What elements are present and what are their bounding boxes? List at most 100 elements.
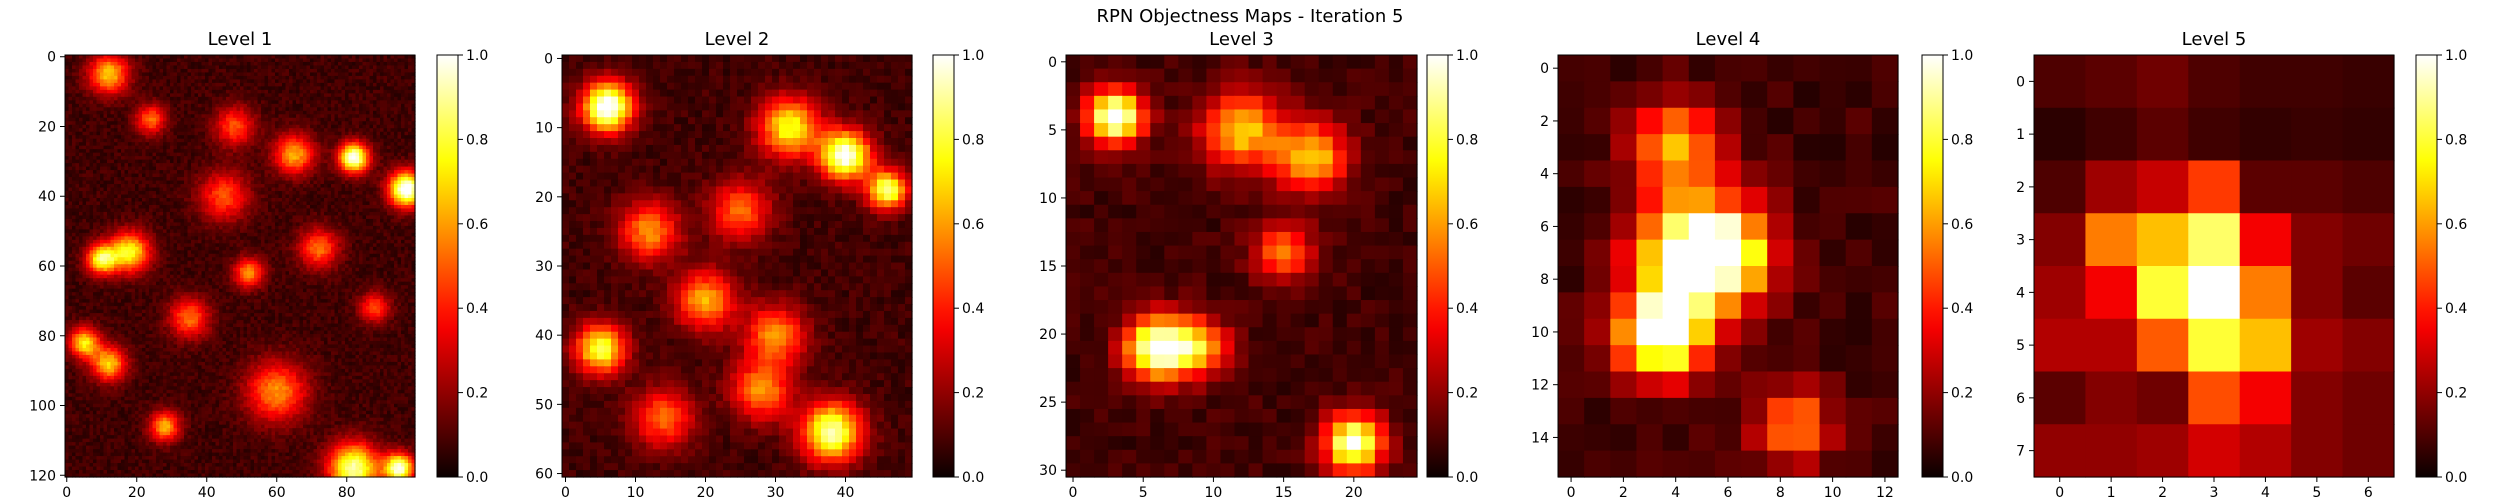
heatmap-cell — [289, 208, 294, 213]
heatmap-cell — [191, 65, 196, 70]
heatmap-cell — [96, 82, 101, 87]
heatmap-cell — [226, 163, 231, 168]
heatmap-cell — [201, 208, 206, 213]
heatmap-cell — [96, 142, 101, 147]
heatmap-cell — [110, 131, 115, 136]
heatmap-cell — [205, 68, 210, 74]
heatmap-cell — [289, 110, 294, 115]
heatmap-cell — [152, 184, 157, 189]
heatmap-cell — [240, 100, 245, 105]
heatmap-cell — [310, 117, 315, 122]
heatmap-cell — [79, 218, 84, 224]
heatmap-cell — [103, 96, 108, 101]
heatmap-cell — [261, 149, 266, 154]
heatmap-cell — [163, 65, 168, 70]
heatmap-cell — [362, 68, 367, 74]
heatmap-cell — [173, 152, 178, 157]
heatmap-cell — [397, 197, 402, 203]
heatmap-cell — [233, 170, 238, 175]
heatmap-cell — [135, 225, 140, 230]
heatmap-cell — [397, 121, 402, 126]
heatmap-cell — [320, 145, 325, 150]
heatmap-cell — [289, 197, 294, 203]
heatmap-cell — [222, 128, 227, 133]
heatmap-cell — [320, 135, 325, 140]
heatmap-cell — [338, 79, 343, 84]
heatmap-cell — [387, 86, 392, 91]
heatmap-cell — [408, 222, 413, 227]
heatmap-cell — [338, 93, 343, 98]
heatmap-cell — [173, 184, 178, 189]
heatmap-cell — [380, 191, 385, 196]
heatmap-cell — [240, 225, 245, 230]
heatmap-cell — [387, 222, 392, 227]
heatmap-cell — [180, 152, 185, 157]
heatmap-cell — [96, 208, 101, 213]
heatmap-cell — [93, 135, 98, 140]
heatmap-cell — [240, 204, 245, 210]
heatmap-cell — [320, 128, 325, 133]
heatmap-cell — [219, 65, 224, 70]
heatmap-cell — [79, 135, 84, 140]
heatmap-cell — [348, 201, 353, 206]
heatmap-cell — [348, 121, 353, 126]
heatmap-cell — [96, 204, 101, 210]
heatmap-cell — [208, 208, 213, 213]
heatmap-cell — [240, 197, 245, 203]
heatmap-cell — [355, 201, 360, 206]
heatmap-cell — [68, 163, 73, 168]
heatmap-cell — [289, 215, 294, 220]
heatmap-cell — [187, 197, 192, 203]
heatmap-cell — [369, 103, 374, 108]
heatmap-cell — [222, 180, 227, 185]
heatmap-cell — [243, 184, 248, 189]
heatmap-cell — [89, 149, 94, 154]
heatmap-cell — [261, 107, 266, 112]
heatmap-cell — [306, 89, 311, 94]
heatmap-cell — [177, 103, 182, 108]
heatmap-cell — [82, 159, 87, 164]
heatmap-cell — [324, 72, 329, 77]
heatmap-cell — [198, 107, 203, 112]
heatmap-cell — [243, 211, 248, 217]
heatmap-cell — [369, 211, 374, 217]
heatmap-cell — [369, 163, 374, 168]
heatmap-cell — [240, 82, 245, 87]
heatmap-cell — [352, 93, 357, 98]
heatmap-cell — [212, 159, 217, 164]
heatmap-cell — [271, 110, 276, 115]
heatmap-cell — [275, 124, 280, 129]
heatmap-cell — [180, 121, 185, 126]
heatmap-cell — [72, 170, 77, 175]
heatmap-cell — [79, 96, 84, 101]
heatmap-cell — [75, 93, 80, 98]
heatmap-cell — [170, 177, 175, 182]
heatmap-cell — [240, 177, 245, 182]
heatmap-cell — [138, 159, 143, 164]
heatmap-cell — [404, 197, 409, 203]
heatmap-cell — [299, 184, 304, 189]
heatmap-cell — [373, 218, 378, 224]
heatmap-cell — [254, 114, 259, 119]
heatmap-cell — [324, 211, 329, 217]
heatmap-cell — [331, 166, 336, 171]
heatmap-cell — [156, 152, 161, 157]
heatmap-cell — [359, 131, 364, 136]
heatmap-cell — [96, 79, 101, 84]
heatmap-cell — [366, 124, 371, 129]
heatmap-cell — [278, 103, 283, 108]
heatmap-cell — [341, 124, 346, 129]
heatmap-cell — [261, 222, 266, 227]
heatmap-cell — [103, 218, 108, 224]
heatmap-cell — [404, 103, 409, 108]
heatmap-cell — [173, 170, 178, 175]
heatmap-cell — [219, 93, 224, 98]
heatmap-cell — [250, 173, 255, 178]
heatmap-cell — [289, 61, 294, 67]
heatmap-cell — [394, 124, 399, 129]
heatmap-cell — [180, 204, 185, 210]
heatmap-cell — [191, 55, 196, 60]
heatmap-cell — [222, 89, 227, 94]
heatmap-cell — [254, 96, 259, 101]
